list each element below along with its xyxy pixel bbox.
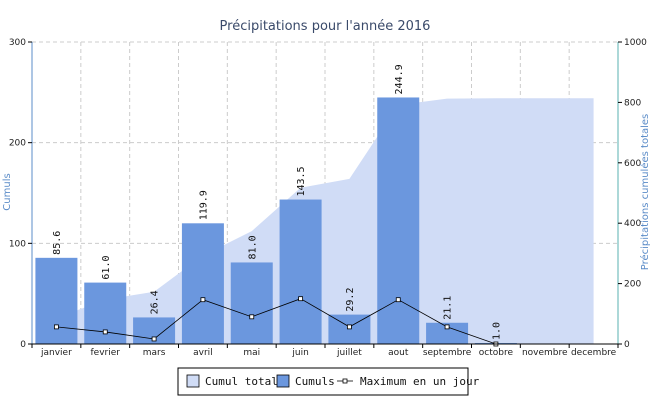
data-label-aout: 244.9: [394, 64, 405, 94]
bar-fevrier: [84, 282, 127, 344]
legend-swatch-marker: [342, 378, 348, 384]
y2-axis-title: Précipitations cumulées totales: [639, 114, 650, 271]
y2-tick-label: 0: [624, 340, 630, 350]
x-tick-label: octobre: [479, 348, 514, 358]
bar-mai: [230, 262, 273, 344]
data-label-juin: 143.5: [296, 166, 307, 196]
legend-box: [177, 367, 469, 396]
legend-label-cumul-total: Cumul total: [205, 375, 278, 388]
x-tick-label: novembre: [522, 348, 568, 358]
y-tick-label: 300: [9, 38, 26, 48]
legend: Cumul total Cumuls Maximum en un jour: [177, 367, 480, 396]
y-tick-label: 0: [20, 340, 26, 350]
x-tick-label: mai: [243, 348, 260, 358]
y-axis-title: Cumuls: [2, 173, 13, 210]
maximum-point: [298, 296, 303, 302]
y-tick-label: 200: [9, 139, 26, 149]
maximum-point: [200, 297, 206, 303]
bar-janvier: [35, 257, 78, 344]
cumuls-bars: [35, 97, 517, 344]
x-tick-label: septembre: [423, 348, 472, 358]
legend-swatch-cumuls: [276, 374, 290, 388]
x-tick-label: aout: [388, 348, 409, 358]
data-label-fevrier: 61.0: [101, 255, 112, 279]
bar-juin: [279, 199, 322, 344]
data-label-mars: 26.4: [150, 290, 161, 314]
chart-title: Précipitations pour l'année 2016: [220, 19, 431, 34]
legend-label-maximum: Maximum en un jour: [360, 375, 480, 388]
bar-septembre: [426, 322, 469, 344]
axes: 0 100 200 300 0 200 400 600 800 1000 janvier fevrie…: [9, 38, 647, 358]
x-tick-label: mars: [143, 348, 166, 358]
maximum-line: [54, 296, 499, 347]
data-labels: 85.6 61.0 26.4 119.9 81.0 143.5 29.2 244.9 21.1 1…: [52, 64, 502, 340]
x-tick-label: fevrier: [91, 348, 121, 358]
data-label-mai: 81.0: [247, 235, 258, 259]
maximum-point: [444, 324, 450, 330]
x-tick-label: juin: [291, 348, 308, 358]
maximum-point: [347, 324, 352, 330]
x-tick-label: janvier: [40, 348, 72, 358]
maximum-point: [151, 336, 157, 342]
bar-aout: [377, 97, 420, 344]
data-label-octobre: 1.0: [491, 322, 502, 340]
legend-swatch-cumul-total: [186, 374, 200, 388]
y2-tick-label: 600: [624, 159, 641, 169]
data-label-avril: 119.9: [198, 190, 209, 220]
y-tick-label: 100: [9, 239, 26, 249]
maximum-point: [249, 314, 255, 320]
y2-tick-label: 1000: [624, 38, 647, 48]
bar-avril: [181, 223, 224, 344]
y2-tick-label: 200: [624, 280, 641, 290]
maximum-point: [54, 324, 59, 330]
y2-tick-label: 800: [624, 98, 641, 108]
data-label-janvier: 85.6: [52, 231, 63, 255]
x-tick-label: decembre: [571, 348, 617, 358]
data-label-septembre: 21.1: [443, 296, 454, 320]
y2-tick-label: 400: [624, 219, 641, 229]
maximum-point: [102, 329, 108, 335]
x-tick-label: avril: [193, 348, 213, 358]
maximum-line-path: [56, 298, 497, 345]
maximum-point: [395, 297, 401, 303]
data-label-juillet: 29.2: [345, 288, 356, 312]
x-tick-label: juillet: [336, 348, 362, 358]
legend-label-cumuls: Cumuls: [295, 375, 335, 388]
